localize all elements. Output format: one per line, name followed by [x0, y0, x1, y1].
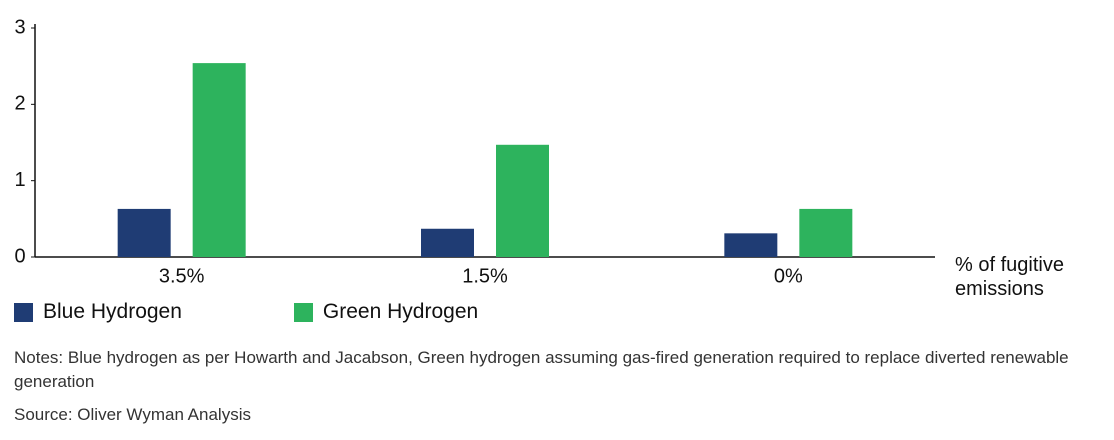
x-tick-label: 1.5% — [462, 265, 508, 287]
bar — [799, 208, 853, 257]
y-tick-label: 2 — [14, 93, 25, 115]
legend-swatch — [293, 302, 313, 322]
bar — [496, 144, 549, 257]
source: Source: Oliver Wyman Analysis — [14, 405, 251, 424]
legend: Blue Hydrogen Green Hydrogen — [14, 300, 590, 324]
legend-label: Blue Hydrogen — [43, 300, 182, 323]
chart: 0 1 2 3 3.5% 1.5% 0% — [14, 16, 935, 287]
x-axis-label: % of fugitive emissions — [955, 254, 1064, 300]
x-tick-label: 0% — [774, 265, 803, 287]
bar — [192, 63, 246, 257]
legend-label: Green Hydrogen — [322, 300, 479, 323]
x-tick-label: 3.5% — [159, 265, 205, 287]
legend-item: Blue Hydrogen — [14, 300, 182, 324]
legend-swatch — [14, 302, 33, 322]
y-tick-label: 0 — [14, 245, 25, 267]
notes: Notes: Blue hydrogen as per Howarth and … — [14, 348, 1069, 391]
bar — [724, 233, 778, 257]
y-tick-label: 1 — [14, 169, 25, 191]
bar — [421, 228, 474, 257]
bar — [117, 208, 171, 257]
legend-item: Green Hydrogen — [293, 300, 479, 324]
y-tick-label: 3 — [14, 16, 25, 38]
